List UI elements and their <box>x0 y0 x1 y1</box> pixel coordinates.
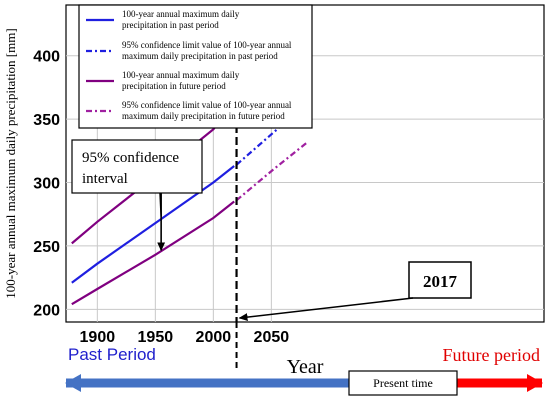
ci-text-line2: interval <box>82 171 128 187</box>
series-line-0 <box>71 165 235 284</box>
y-tick-label: 350 <box>33 112 60 129</box>
legend-label-2: 100-year annual maximum daily precipitati… <box>122 70 240 91</box>
x-axis-label: Year <box>287 356 324 378</box>
y-axis-label: 100-year annual maximum daily precipitat… <box>3 28 18 298</box>
year-callout-box <box>408 261 472 299</box>
series-line-5 <box>235 142 307 202</box>
present-time-label: Present time <box>373 376 433 390</box>
y-tick-label: 200 <box>33 302 60 319</box>
ci-callout-line <box>159 192 162 217</box>
x-tick-label: 2050 <box>254 329 290 346</box>
plot-layer: 1900 1950 2000 2050 200 250 300 350 400 100-year … <box>3 4 545 396</box>
legend-label-0: 100-year annual maximum daily precipitati… <box>122 9 240 30</box>
x-tick-label: 1900 <box>80 329 116 346</box>
legend-label-3: 95% confidence limit value of 100-year a… <box>122 100 292 121</box>
legend-box <box>78 4 313 129</box>
future-period-label: Future period <box>443 345 540 365</box>
y-tick-label: 300 <box>33 176 60 193</box>
y-tick-label: 400 <box>33 49 60 66</box>
legend-label-line: 100-year annual maximum daily <box>122 9 240 19</box>
legend: 100-year annual maximum daily precipitati… <box>78 4 313 129</box>
legend-label-line: precipitation in past period <box>122 20 219 30</box>
series-line-4 <box>71 200 235 306</box>
y-tick-label: 250 <box>33 239 60 256</box>
ci-callout-box <box>71 139 203 194</box>
x-tick-label: 2000 <box>196 329 232 346</box>
past-period-label: Past Period <box>68 345 156 364</box>
series-line-1 <box>235 103 307 166</box>
year-callout-arrow <box>238 297 414 322</box>
legend-label-line: 95% confidence limit value of 100-year a… <box>122 40 292 50</box>
ci-text-line1: 95% confidence <box>82 150 179 166</box>
present-time-box <box>348 370 458 396</box>
legend-label-1: 95% confidence limit value of 100-year a… <box>122 40 292 61</box>
legend-label-line: precipitation in future period <box>122 81 226 91</box>
year-callout-text: 2017 <box>423 272 458 291</box>
legend-label-line: maximum daily precipitation in past peri… <box>122 51 278 61</box>
x-tick-label: 1950 <box>138 329 174 346</box>
legend-label-line: 100-year annual maximum daily <box>122 70 240 80</box>
legend-label-line: 95% confidence limit value of 100-year a… <box>122 100 292 110</box>
legend-label-line: maximum daily precipitation in future pe… <box>122 111 285 121</box>
